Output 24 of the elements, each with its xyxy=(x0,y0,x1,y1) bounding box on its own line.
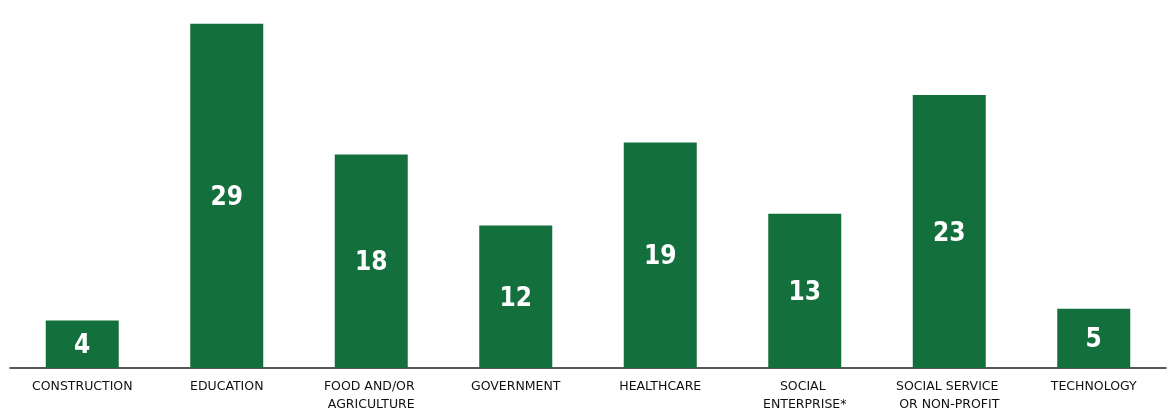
bar xyxy=(1057,308,1131,368)
bar xyxy=(479,225,553,368)
bar xyxy=(334,154,408,368)
data-label: 13 xyxy=(788,275,822,306)
data-label: 29 xyxy=(210,180,244,211)
x-tick-label: EDUCATION xyxy=(190,377,264,393)
bar xyxy=(623,142,697,368)
data-label: 23 xyxy=(932,216,966,247)
data-label: 4 xyxy=(74,329,91,360)
x-tick-label: SOCIAL SERVICE OR NON-PROFIT xyxy=(896,377,1003,411)
bar xyxy=(45,320,119,368)
bar xyxy=(190,23,264,368)
data-label: 5 xyxy=(1085,323,1102,354)
x-tick-label: HEALTHCARE xyxy=(619,377,702,393)
x-tick-label: GOVERNMENT xyxy=(471,377,561,393)
x-tick-label: FOOD AND/OR AGRICULTURE xyxy=(323,377,419,411)
x-tick-label: TECHNOLOGY xyxy=(1049,377,1138,393)
bar xyxy=(768,213,842,368)
data-label: 18 xyxy=(354,246,388,277)
x-tick-label: SOCIAL ENTERPRISE* xyxy=(763,377,847,411)
bar xyxy=(912,95,986,368)
data-label: 19 xyxy=(643,240,677,271)
x-tick-label: CONSTRUCTION xyxy=(31,377,133,393)
data-label: 12 xyxy=(499,281,533,312)
